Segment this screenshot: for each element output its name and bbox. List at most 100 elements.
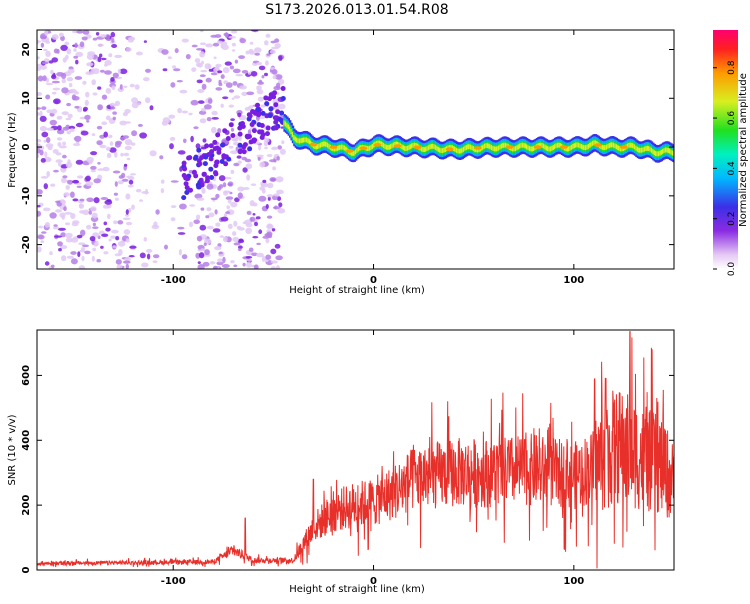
heatmap-ridge-cell	[413, 142, 417, 148]
heatmap-noise-cell	[75, 122, 84, 128]
heatmap-ridge-cell	[301, 137, 304, 143]
snr-x-tick-label: 0	[370, 576, 377, 587]
heatmap-noise-cell	[272, 206, 281, 210]
heatmap-noise-cell	[76, 234, 83, 239]
heatmap-feature-cell	[247, 146, 253, 152]
heatmap-noise-cell	[263, 140, 268, 147]
heatmap-feature-cell	[255, 102, 260, 108]
heatmap-frame	[36, 29, 675, 270]
heatmap-noise-cell	[196, 197, 205, 201]
heatmap-noise-cell	[265, 60, 269, 66]
heatmap-feature-cell	[241, 149, 247, 155]
heatmap-noise-cell	[221, 264, 230, 268]
heatmap-ridge-cell	[467, 144, 470, 150]
heatmap-noise-cell	[197, 264, 205, 269]
heatmap-noise-cell	[103, 221, 108, 226]
heatmap-ridge-cell	[402, 145, 405, 151]
heatmap-noise-cell	[170, 82, 176, 88]
heatmap-noise-cell	[110, 31, 116, 38]
heatmap-noise-cell	[92, 37, 98, 41]
heatmap-noise-cell	[224, 61, 232, 66]
heatmap-noise-cell	[210, 126, 217, 134]
heatmap-ridge-cell	[586, 144, 589, 150]
heatmap-noise-cell	[119, 84, 123, 90]
heatmap-noise-cell	[70, 191, 75, 198]
heatmap-noise-cell	[123, 260, 131, 264]
heatmap-noise-cell	[231, 42, 236, 47]
heatmap-noise-cell	[206, 225, 214, 230]
heatmap-ridge-cell	[626, 143, 630, 149]
snr-y-tick-label: 600	[21, 365, 32, 386]
heatmap-ridge-cell	[308, 139, 311, 145]
heatmap-ridge-cell	[390, 144, 393, 150]
heatmap-ridge-cell	[618, 146, 621, 151]
heatmap-noise-cell	[139, 252, 146, 259]
heatmap-noise-cell	[275, 265, 280, 269]
heatmap-noise-cell	[67, 179, 73, 185]
heatmap-noise-cell	[129, 245, 137, 249]
heatmap-noise-cell	[230, 201, 238, 208]
heatmap-ridge-cell	[405, 146, 408, 151]
heatmap-ridge-cell	[551, 145, 554, 151]
heatmap-ridge-cell	[503, 142, 506, 148]
heatmap-noise-cell	[73, 48, 77, 52]
heatmap-noise-cell	[238, 135, 242, 142]
heatmap-noise-cell	[276, 189, 284, 195]
heatmap-peak-cell	[373, 143, 382, 147]
heatmap-noise-cell	[81, 255, 85, 262]
heatmap-ridge-cell	[328, 143, 331, 149]
heatmap-noise-cell	[225, 176, 232, 180]
heatmap-ridge-cell	[353, 150, 356, 156]
heatmap-feature-cell	[220, 142, 225, 148]
heatmap-ridge-cell	[441, 148, 445, 154]
heatmap-ridge-cell	[575, 142, 578, 148]
heatmap-ridge-cell	[520, 142, 523, 148]
heatmap-ridge-cell	[650, 147, 654, 153]
heatmap-feature-cell	[267, 113, 273, 119]
heatmap-noise-cell	[223, 213, 228, 217]
heatmap-noise-cell	[233, 162, 240, 167]
heatmap-noise-cell	[212, 42, 220, 47]
heatmap-noise-cell	[196, 79, 203, 84]
heatmap-noise-cell	[238, 238, 244, 242]
heatmap-noise-cell	[246, 258, 253, 262]
heatmap-feature-cell	[280, 96, 286, 101]
heatmap-noise-cell	[131, 97, 139, 104]
heatmap-noise-cell	[204, 249, 210, 256]
heatmap-noise-cell	[230, 150, 238, 155]
heatmap-noise-cell	[237, 112, 242, 118]
heatmap-ridge-cell	[619, 146, 623, 152]
heatmap-ridge-cell	[670, 149, 673, 155]
heatmap-feature-cell	[205, 175, 211, 181]
heatmap-feature-cell	[252, 137, 258, 143]
heatmap-noise-cell	[97, 86, 102, 90]
heatmap-noise-cell	[124, 214, 130, 217]
heatmap-ridge-cell	[516, 145, 519, 151]
heatmap-noise-cell	[269, 177, 277, 182]
heatmap-noise-cell	[220, 74, 225, 79]
heatmap-ridge-cell	[496, 146, 499, 152]
heatmap-noise-cell	[117, 68, 121, 74]
heatmap-noise-cell	[51, 74, 57, 80]
heatmap-noise-cell	[112, 111, 117, 115]
heatmap-noise-cell	[91, 255, 95, 262]
heatmap-noise-cell	[82, 80, 87, 85]
heatmap-peak-cell	[473, 146, 482, 150]
heatmap-noise-cell	[211, 110, 218, 116]
heatmap-noise-cell	[81, 247, 86, 251]
heatmap-ridge-cell	[526, 144, 529, 150]
heatmap-noise-cell	[119, 136, 126, 141]
heatmap-noise-cell	[54, 235, 62, 238]
heatmap-noise-cell	[65, 232, 73, 238]
heatmap-noise-cell	[44, 30, 49, 36]
heatmap-ridge-cell	[593, 140, 596, 146]
heatmap-ridge-cell	[422, 147, 425, 152]
heatmap-noise-cell	[274, 74, 283, 80]
colorbar-tick-label: 0.4	[727, 161, 737, 176]
heatmap-noise-cell	[228, 89, 235, 93]
heatmap-noise-cell	[271, 228, 276, 232]
heatmap-noise-cell	[67, 68, 75, 74]
heatmap-ridge-cell	[381, 142, 384, 147]
heatmap-noise-cell	[215, 65, 220, 71]
heatmap-noise-cell	[91, 79, 96, 86]
